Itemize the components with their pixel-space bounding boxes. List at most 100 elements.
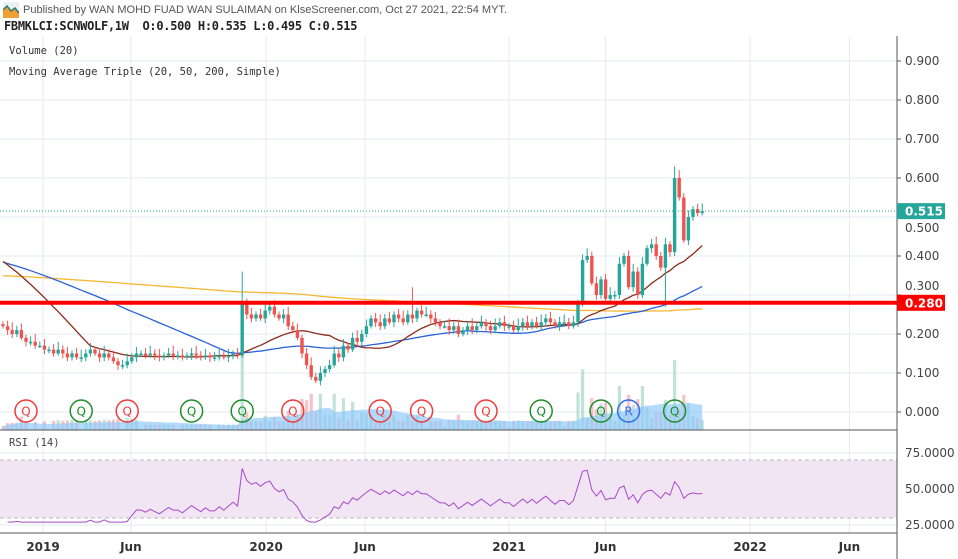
candle-body: [213, 357, 216, 359]
candle-body: [618, 264, 621, 295]
legend-volume[interactable]: Volume (20): [9, 45, 79, 57]
candle-body: [6, 326, 9, 330]
candle-body: [609, 295, 612, 299]
candle-body: [443, 326, 446, 328]
earnings-marker-q[interactable]: Q: [475, 400, 497, 422]
candle-body: [659, 256, 662, 268]
candle-body: [185, 355, 188, 357]
candle-body: [15, 330, 18, 334]
candle-body: [112, 357, 115, 361]
candle-body: [397, 315, 400, 319]
rsi-band: [0, 460, 897, 518]
earnings-marker-label: Q: [536, 405, 545, 419]
time-tick-label: Jun: [838, 540, 861, 554]
candle-body: [411, 315, 414, 319]
last-price-badge-label: 0.515: [905, 205, 943, 219]
candle-body: [356, 338, 359, 342]
earnings-marker-q[interactable]: Q: [70, 400, 92, 422]
candle-body: [369, 318, 372, 326]
candle-body: [208, 355, 211, 357]
candle-body: [402, 318, 405, 322]
candle-body: [43, 346, 46, 350]
candle-body: [167, 354, 170, 356]
candle-body: [126, 361, 129, 365]
earnings-marker-label: Q: [481, 405, 490, 419]
candle-body: [668, 244, 671, 252]
time-tick-label: 2022: [733, 540, 766, 554]
candle-body: [70, 354, 73, 358]
time-tick-label: 2021: [492, 540, 525, 554]
candle-body: [98, 354, 101, 358]
support-badge-label: 0.280: [905, 296, 943, 310]
candle-body: [34, 342, 37, 346]
price-chart[interactable]: QQQQQQQQQQQRQ 0.9000.8000.7000.6000.5000…: [0, 0, 958, 559]
candle-body: [346, 346, 349, 350]
candle-body: [448, 326, 451, 330]
candle-body: [80, 357, 83, 359]
candle-body: [567, 322, 570, 326]
candle-body: [250, 315, 253, 319]
candle-body: [130, 357, 133, 361]
candle-body: [93, 350, 96, 354]
rsi-tick-label: 25.0000: [905, 518, 955, 532]
price-tick-label: 0.000: [905, 405, 939, 419]
candle-body: [641, 264, 644, 295]
candle-body: [613, 295, 616, 297]
candle-body: [181, 355, 184, 357]
candle-body: [139, 354, 142, 356]
candle-body: [586, 256, 589, 260]
candle-body: [507, 326, 510, 328]
candle-body: [480, 322, 483, 326]
candle-body: [162, 355, 165, 357]
earnings-marker-q[interactable]: Q: [15, 400, 37, 422]
candle-body: [595, 283, 598, 295]
candle-body: [475, 326, 478, 330]
candle-body: [558, 322, 561, 326]
candle-body: [429, 315, 432, 319]
candle-body: [236, 354, 239, 356]
price-tick-label: 0.400: [905, 249, 939, 263]
candle-body: [135, 354, 138, 358]
candle-body: [227, 355, 230, 357]
candle-body: [425, 315, 428, 317]
candle-body: [319, 373, 322, 381]
candle-body: [420, 311, 423, 315]
candle-body: [512, 326, 515, 330]
candle-body: [29, 342, 32, 344]
candle-body: [452, 326, 455, 330]
candle-body: [553, 322, 556, 326]
candle-body: [664, 244, 667, 267]
candle-body: [158, 355, 161, 357]
candle-body: [678, 178, 681, 198]
earnings-marker-q[interactable]: Q: [181, 400, 203, 422]
time-tick-label: Jun: [119, 540, 142, 554]
candle-body: [461, 330, 464, 334]
candle-body: [374, 318, 377, 322]
candle-body: [47, 350, 50, 352]
earnings-marker-q[interactable]: Q: [530, 400, 552, 422]
candle-body: [535, 322, 538, 326]
candle-body: [268, 307, 271, 311]
time-tick-label: Jun: [594, 540, 617, 554]
candle-body: [176, 355, 179, 357]
candle-body: [457, 326, 460, 334]
candle-body: [149, 354, 152, 356]
candle-body: [337, 354, 340, 358]
candle-body: [66, 354, 69, 358]
candle-body: [273, 307, 276, 315]
candle-body: [498, 322, 501, 326]
candle-body: [489, 326, 492, 330]
candle-body: [549, 318, 552, 322]
candle-body: [503, 322, 506, 326]
legend-moving-average[interactable]: Moving Average Triple (20, 50, 200, Simp…: [9, 66, 281, 78]
candle-body: [530, 322, 533, 326]
candle-body: [107, 354, 110, 358]
candle-body: [434, 318, 437, 322]
candle-body: [365, 326, 368, 334]
price-tick-label: 0.100: [905, 366, 939, 380]
candle-body: [360, 334, 363, 342]
candle-body: [195, 354, 198, 356]
earnings-marker-label: R: [624, 405, 632, 419]
candle-body: [572, 322, 575, 326]
candle-body: [204, 355, 207, 357]
